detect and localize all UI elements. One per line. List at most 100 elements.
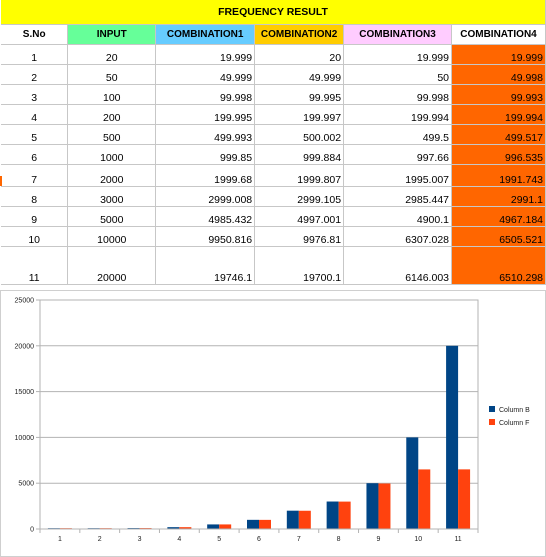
cell-combination4[interactable]: 499.517	[451, 124, 546, 145]
x-tick-label: 9	[377, 536, 381, 543]
cell-combination2[interactable]: 199.997	[254, 104, 345, 125]
cell-sno[interactable]: 9	[1, 206, 69, 227]
cell-combination3[interactable]: 1995.007	[343, 164, 452, 187]
x-tick-label: 7	[297, 536, 301, 543]
y-tick-label: 10000	[15, 435, 35, 442]
cell-combination2[interactable]: 999.884	[254, 144, 345, 165]
cell-input[interactable]: 50	[67, 64, 157, 85]
cell-input[interactable]: 500	[67, 124, 157, 145]
cell-combination4[interactable]: 6510.298	[451, 246, 546, 285]
cell-combination1[interactable]: 199.995	[155, 104, 256, 125]
chart-area[interactable]: 0 5000 10000 15000 20000 25000 1 2 3 4 5 6 7 8 9 10 11 C…	[0, 290, 546, 557]
cell-combination1[interactable]: 49.999	[155, 64, 256, 85]
frequency-table: FREQUENCY RESULT S.No INPUT COMBINATION1…	[1, 0, 546, 285]
cell-combination2[interactable]: 1999.807	[254, 164, 345, 187]
cell-combination2[interactable]: 4997.001	[254, 206, 345, 227]
bar-chart: 0 5000 10000 15000 20000 25000 1 2 3 4 5 6 7 8 9 10 11 C…	[0, 290, 546, 557]
cell-sno[interactable]: 8	[1, 186, 69, 207]
cell-combination2[interactable]: 49.999	[254, 64, 345, 85]
cell-input[interactable]: 2000	[67, 164, 157, 187]
cell-combination2[interactable]: 500.002	[254, 124, 345, 145]
cell-sno[interactable]: 10	[1, 226, 69, 247]
cell-combination4[interactable]: 49.998	[451, 64, 546, 85]
cell-combination2[interactable]: 20	[254, 44, 345, 65]
bar-series2-cat7	[298, 510, 311, 529]
cell-input[interactable]: 3000	[67, 186, 157, 207]
cell-combination3[interactable]: 6146.003	[343, 246, 452, 285]
cell-combination4[interactable]: 199.994	[451, 104, 546, 125]
cell-combination4[interactable]: 19.999	[451, 44, 546, 65]
x-tick-label: 6	[257, 536, 261, 543]
cell-input[interactable]: 1000	[67, 144, 157, 165]
header-combination4[interactable]: COMBINATION4	[451, 24, 546, 45]
cell-combination4[interactable]: 99.993	[451, 84, 546, 105]
cell-sno[interactable]: 3	[1, 84, 69, 105]
cell-sno[interactable]: 11	[1, 246, 69, 285]
bar-series1-cat6	[247, 519, 259, 529]
cell-sno[interactable]: 2	[1, 64, 69, 85]
cell-combination4[interactable]: 4967.184	[451, 206, 546, 227]
cell-combination1[interactable]: 1999.68	[155, 164, 256, 187]
cell-sno[interactable]: 6	[1, 144, 69, 165]
cell-combination1[interactable]: 9950.816	[155, 226, 256, 247]
cell-sno[interactable]: 4	[1, 104, 69, 125]
cell-combination2[interactable]: 2999.105	[254, 186, 345, 207]
x-tick-label: 5	[217, 536, 221, 543]
cell-combination2[interactable]: 9976.81	[254, 226, 345, 247]
cell-combination1[interactable]: 2999.008	[155, 186, 256, 207]
header-sno[interactable]: S.No	[1, 24, 69, 45]
y-tick-label: 0	[30, 527, 34, 534]
cell-input[interactable]: 5000	[67, 206, 157, 227]
y-tick-label: 20000	[15, 343, 35, 350]
cell-combination1[interactable]: 999.85	[155, 144, 256, 165]
cell-input[interactable]: 200	[67, 104, 157, 125]
row-marker	[0, 176, 2, 186]
header-combination3[interactable]: COMBINATION3	[343, 24, 452, 45]
header-combination2[interactable]: COMBINATION2	[254, 24, 345, 45]
cell-combination4[interactable]: 996.535	[451, 144, 546, 165]
bar-series2-cat10	[418, 469, 431, 529]
cell-combination1[interactable]: 19.999	[155, 44, 256, 65]
cell-combination3[interactable]: 4900.1	[343, 206, 452, 227]
bars	[47, 345, 471, 529]
cell-combination3[interactable]: 19.999	[343, 44, 452, 65]
cell-input[interactable]: 20000	[67, 246, 157, 285]
x-tick-label: 11	[454, 536, 461, 543]
cell-combination3[interactable]: 6307.028	[343, 226, 452, 247]
cell-combination2[interactable]: 19700.1	[254, 246, 345, 285]
table-row: 1 20 19.999 20 19.999 19.999	[1, 44, 546, 65]
cell-combination3[interactable]: 997.66	[343, 144, 452, 165]
cell-combination3[interactable]: 50	[343, 64, 452, 85]
cell-combination4[interactable]: 1991.743	[451, 164, 546, 187]
cell-combination4[interactable]: 6505.521	[451, 226, 546, 247]
bar-series1-cat4	[167, 527, 180, 529]
cell-input[interactable]: 20	[67, 44, 157, 65]
x-tick-label: 2	[98, 536, 102, 543]
table-row: 4 200 199.995 199.997 199.994 199.994	[1, 104, 546, 125]
table-row: 2 50 49.999 49.999 50 49.998	[1, 64, 546, 85]
cell-sno[interactable]: 7	[1, 164, 69, 187]
plot-area	[39, 299, 479, 530]
cell-input[interactable]: 10000	[67, 226, 157, 247]
cell-sno[interactable]: 1	[1, 44, 69, 65]
cell-combination3[interactable]: 2985.447	[343, 186, 452, 207]
header-combination1[interactable]: COMBINATION1	[155, 24, 256, 45]
bar-series1-cat8	[326, 501, 339, 529]
cell-combination1[interactable]: 499.993	[155, 124, 256, 145]
cell-input[interactable]: 100	[67, 84, 157, 105]
spreadsheet: FREQUENCY RESULT S.No INPUT COMBINATION1…	[0, 0, 546, 285]
bar-series2-cat8	[338, 501, 351, 529]
table-title[interactable]: FREQUENCY RESULT	[1, 0, 546, 25]
legend-swatch	[489, 406, 495, 412]
cell-combination2[interactable]: 99.995	[254, 84, 345, 105]
bar-series2-cat9	[378, 483, 391, 529]
cell-combination1[interactable]: 99.998	[155, 84, 256, 105]
cell-sno[interactable]: 5	[1, 124, 69, 145]
header-input[interactable]: INPUT	[67, 24, 157, 45]
cell-combination1[interactable]: 4985.432	[155, 206, 256, 227]
cell-combination1[interactable]: 19746.1	[155, 246, 256, 285]
cell-combination3[interactable]: 499.5	[343, 124, 452, 145]
cell-combination3[interactable]: 199.994	[343, 104, 452, 125]
cell-combination3[interactable]: 99.998	[343, 84, 452, 105]
cell-combination4[interactable]: 2991.1	[451, 186, 546, 207]
